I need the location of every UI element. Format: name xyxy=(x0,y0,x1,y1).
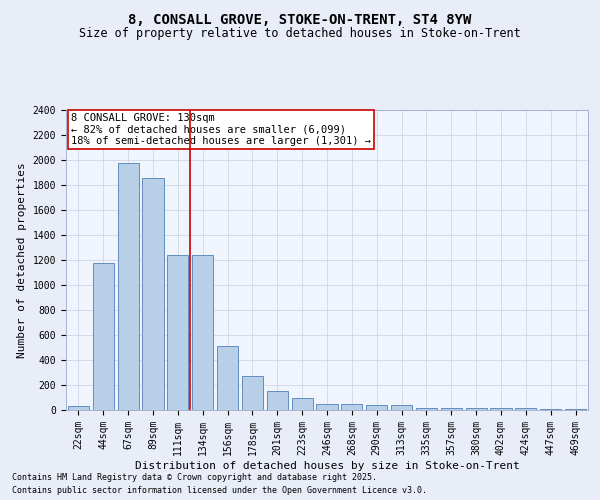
Bar xyxy=(341,404,362,410)
Bar xyxy=(316,404,338,410)
Bar xyxy=(366,405,387,410)
Text: 8 CONSALL GROVE: 130sqm
← 82% of detached houses are smaller (6,099)
18% of semi: 8 CONSALL GROVE: 130sqm ← 82% of detache… xyxy=(71,113,371,146)
Bar xyxy=(416,408,437,410)
X-axis label: Distribution of detached houses by size in Stoke-on-Trent: Distribution of detached houses by size … xyxy=(134,460,520,470)
Bar xyxy=(192,255,213,410)
Bar xyxy=(68,406,89,410)
Bar xyxy=(466,408,487,410)
Bar xyxy=(540,409,561,410)
Text: Contains HM Land Registry data © Crown copyright and database right 2025.: Contains HM Land Registry data © Crown c… xyxy=(12,474,377,482)
Bar xyxy=(441,408,462,410)
Bar xyxy=(242,376,263,410)
Bar xyxy=(490,408,512,410)
Bar xyxy=(217,346,238,410)
Bar xyxy=(267,390,288,410)
Bar xyxy=(93,263,114,410)
Text: Contains public sector information licensed under the Open Government Licence v3: Contains public sector information licen… xyxy=(12,486,427,495)
Bar xyxy=(391,405,412,410)
Bar xyxy=(565,409,586,410)
Text: 8, CONSALL GROVE, STOKE-ON-TRENT, ST4 8YW: 8, CONSALL GROVE, STOKE-ON-TRENT, ST4 8Y… xyxy=(128,12,472,26)
Bar xyxy=(515,408,536,410)
Bar xyxy=(142,178,164,410)
Y-axis label: Number of detached properties: Number of detached properties xyxy=(17,162,27,358)
Bar xyxy=(118,162,139,410)
Text: Size of property relative to detached houses in Stoke-on-Trent: Size of property relative to detached ho… xyxy=(79,28,521,40)
Bar xyxy=(292,398,313,410)
Bar xyxy=(167,255,188,410)
